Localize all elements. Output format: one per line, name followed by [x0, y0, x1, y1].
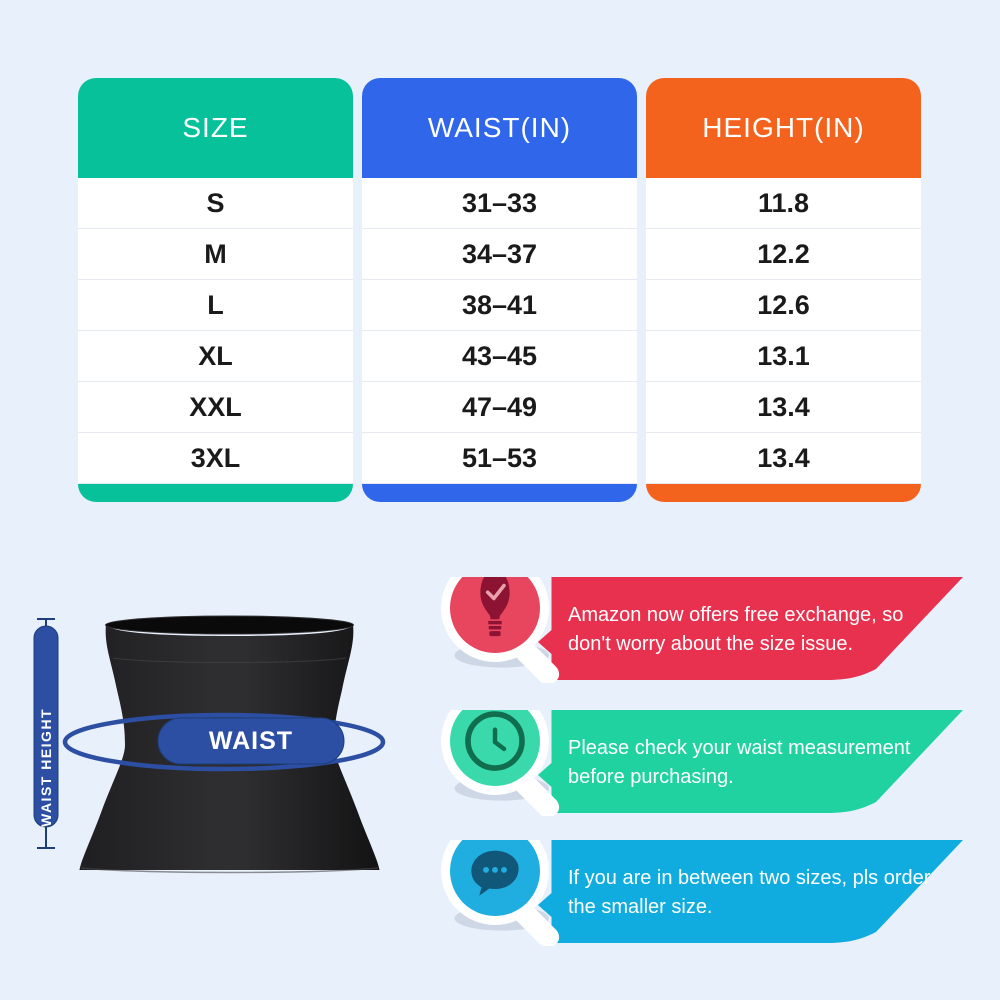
svg-text:WAIST: WAIST: [209, 727, 293, 755]
svg-text:WAIST HEIGHT: WAIST HEIGHT: [38, 708, 54, 827]
